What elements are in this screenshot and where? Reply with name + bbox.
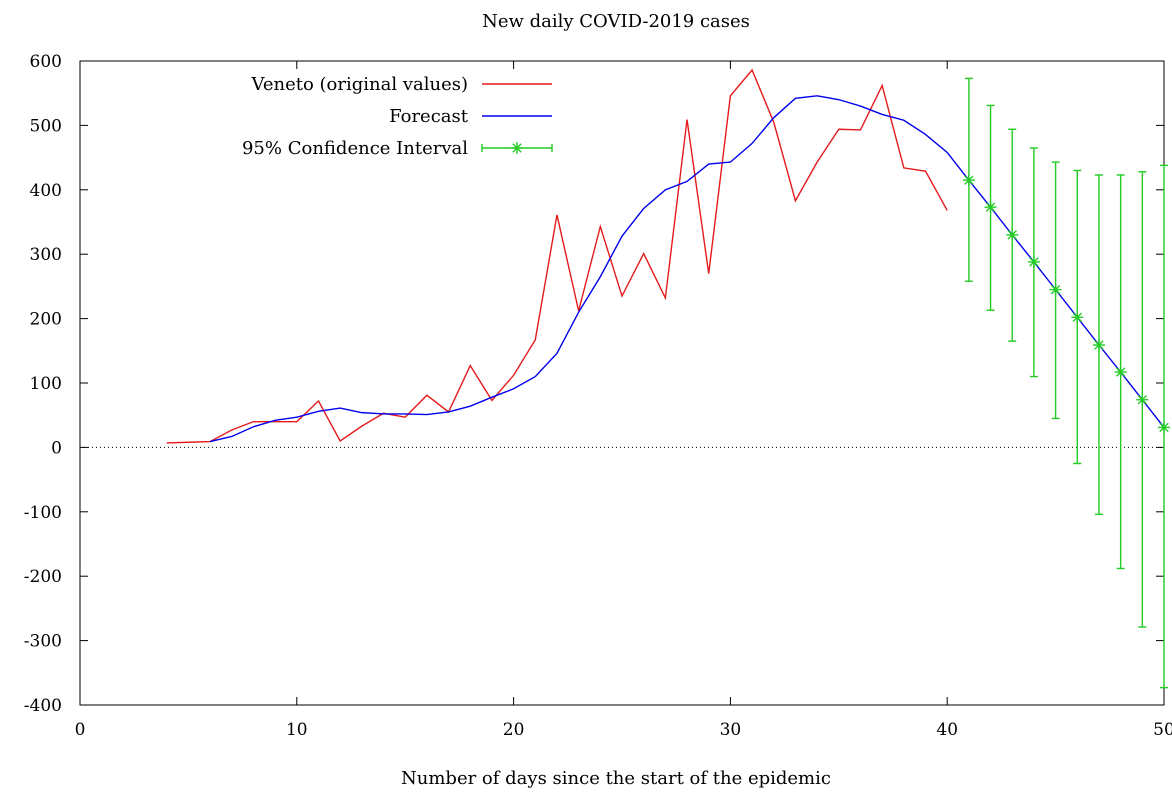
x-tick-label: 40 [936, 720, 958, 740]
chart-title: New daily COVID-2019 cases [482, 11, 750, 32]
y-tick-label: -100 [24, 503, 62, 523]
y-tick-label: 100 [30, 374, 62, 394]
legend-marker [511, 142, 523, 154]
ci-point-marker [1071, 311, 1084, 324]
ci-point-marker [1136, 393, 1149, 406]
ci-point-marker [1158, 421, 1170, 434]
x-tick-label: 20 [503, 720, 525, 740]
ci-point-marker [984, 201, 997, 214]
legend-label: Forecast [389, 106, 469, 127]
y-tick-label: 200 [30, 310, 62, 330]
y-tick-label: 300 [30, 245, 62, 265]
forecast-line [209, 95, 1165, 443]
ci-point-marker [1049, 283, 1062, 296]
ci-point-marker [1114, 366, 1127, 379]
ci-point-marker [1006, 228, 1019, 241]
y-tick-label: -400 [24, 696, 62, 716]
y-tick-label: -300 [24, 632, 62, 652]
ci-point-marker [1027, 255, 1040, 268]
y-tick-label: 500 [30, 116, 62, 136]
ci-point-marker [962, 174, 975, 187]
x-tick-label: 50 [1153, 720, 1172, 740]
y-tick-label: -200 [24, 567, 62, 587]
x-axis-label: Number of days since the start of the ep… [401, 768, 831, 789]
y-tick-label: 600 [30, 52, 62, 72]
x-tick-label: 30 [720, 720, 742, 740]
legend: Veneto (original values) Forecast 95% Conf… [242, 74, 553, 159]
legend-label: Veneto (original values) [250, 74, 468, 95]
ci-point-marker [1092, 339, 1105, 352]
x-tick-label: 10 [286, 720, 308, 740]
x-tick-label: 0 [75, 720, 86, 740]
y-tick-label: 400 [30, 181, 62, 201]
legend-label: 95% Confidence Interval [242, 138, 468, 159]
veneto-line [166, 68, 948, 444]
y-tick-label: 0 [51, 438, 62, 458]
